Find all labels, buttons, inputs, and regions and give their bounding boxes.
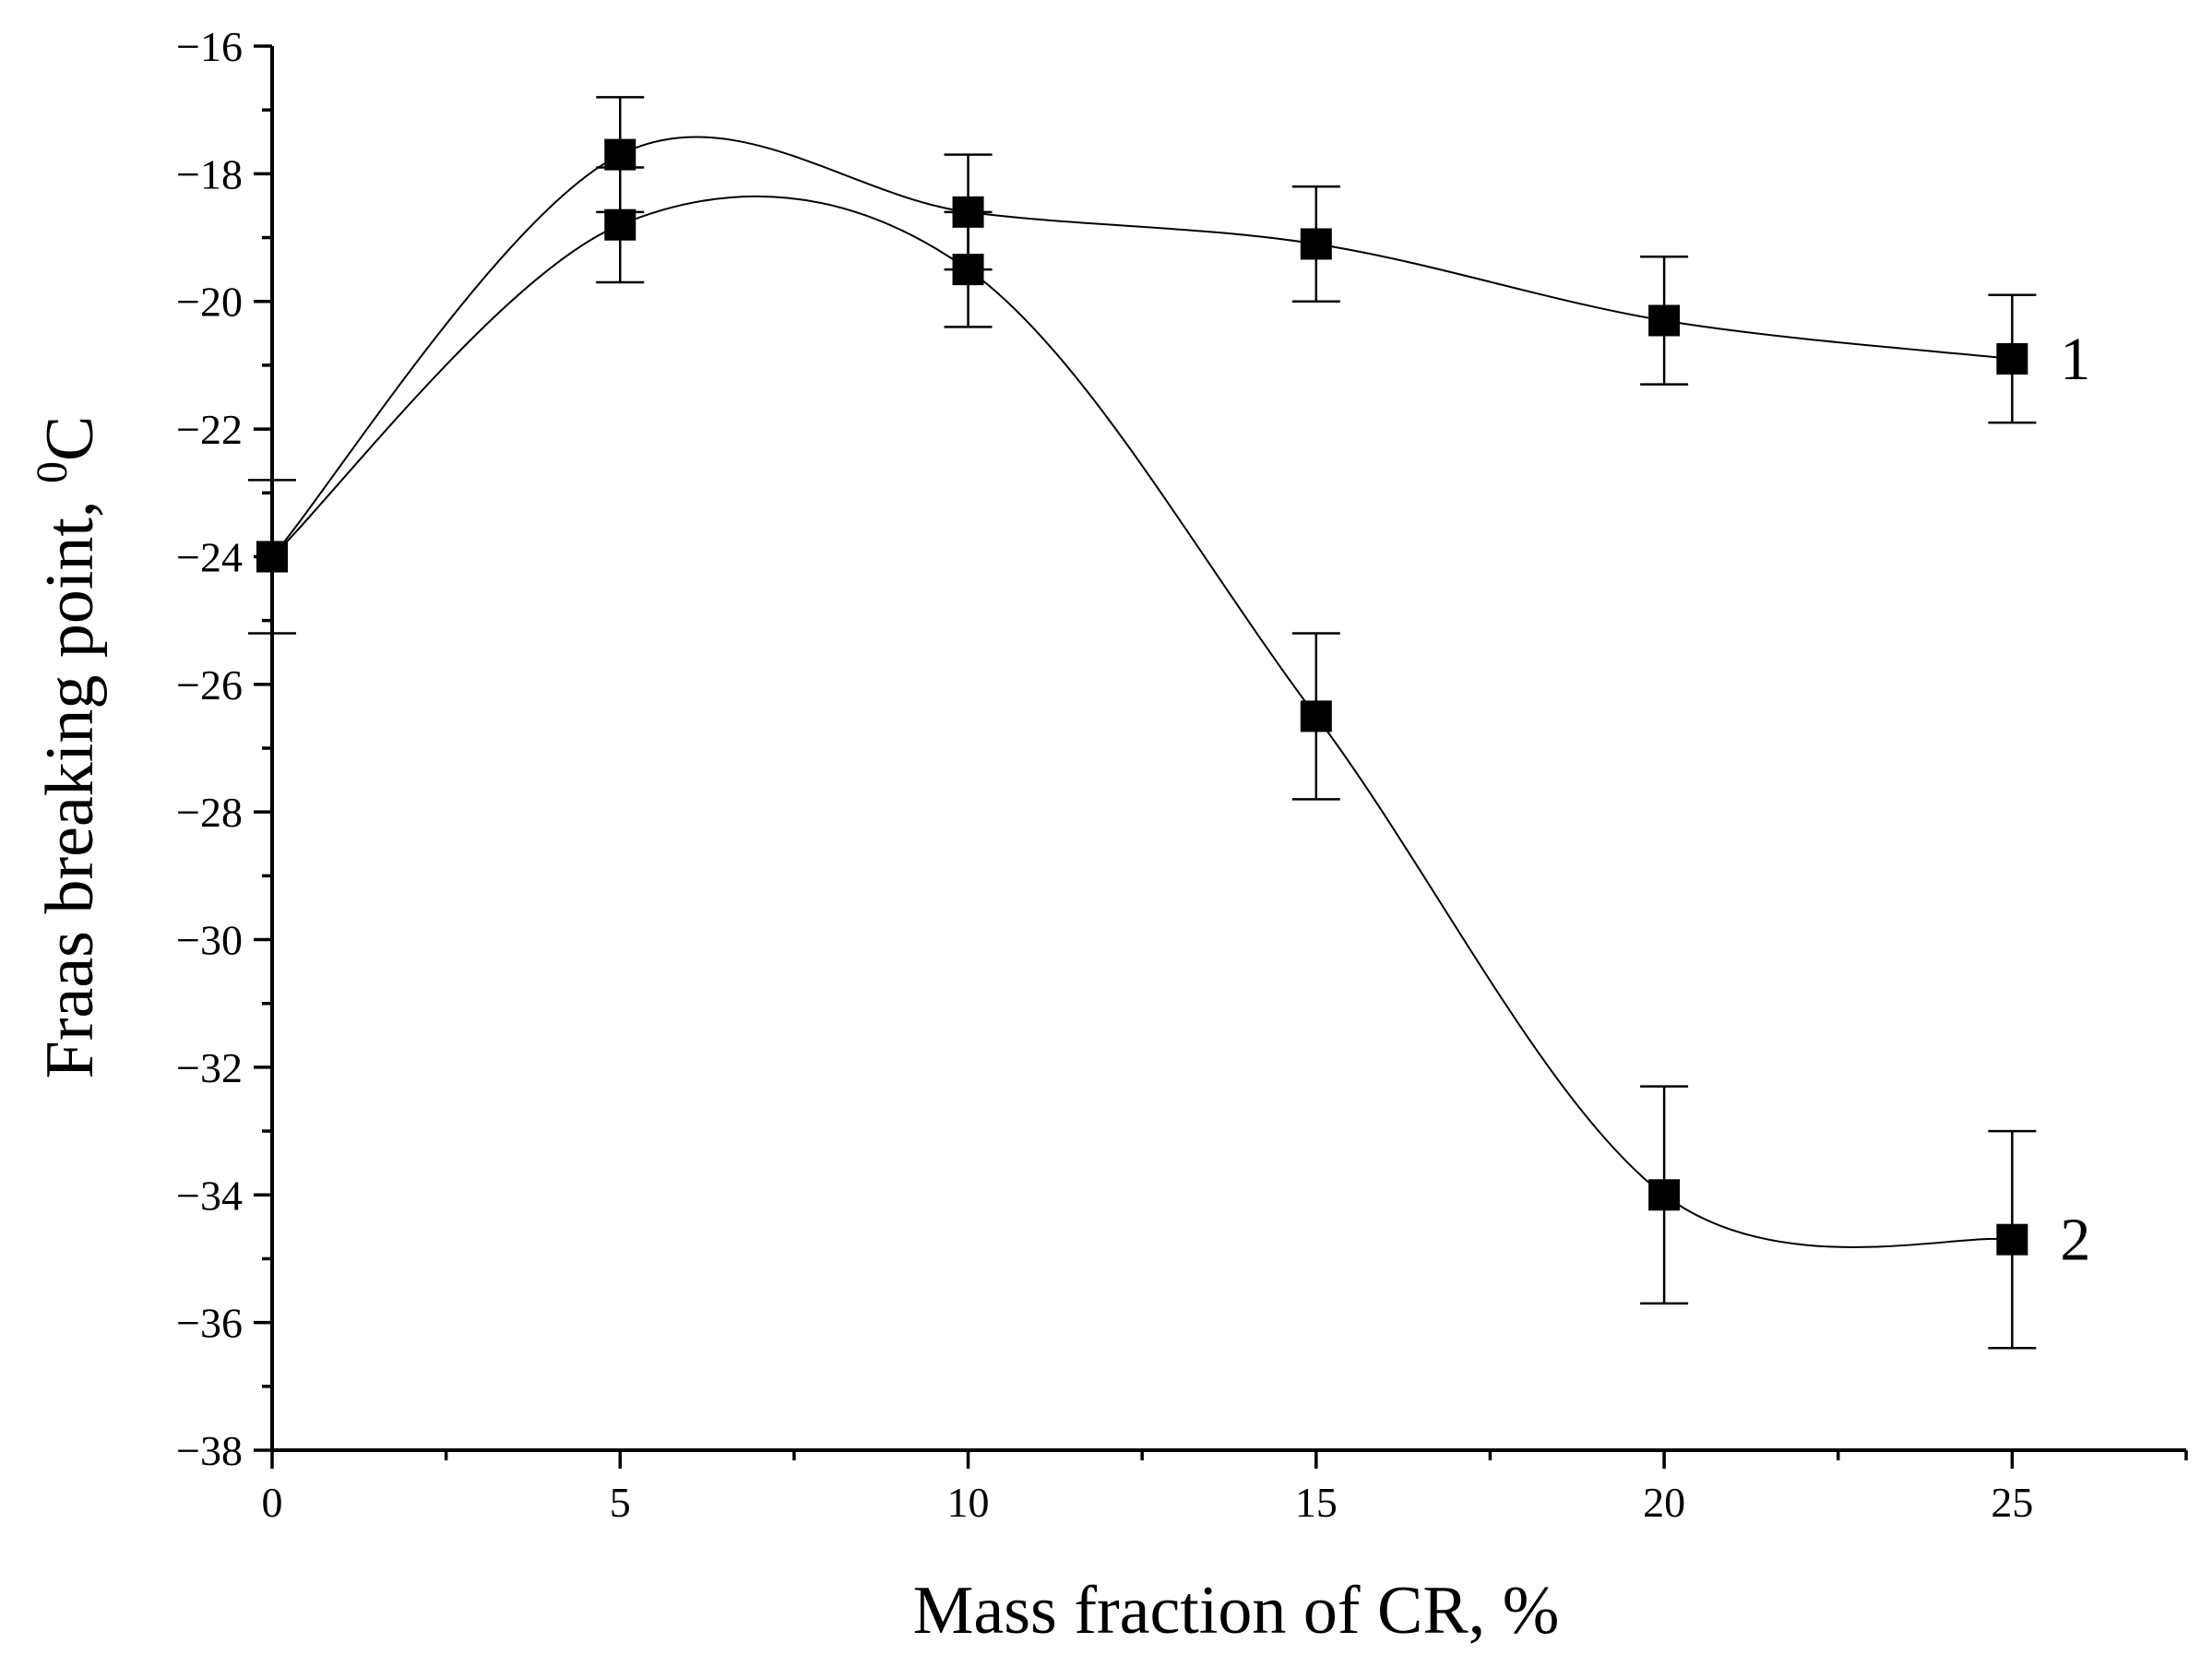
series-1-marker-15 <box>1300 228 1332 260</box>
series-2-marker-10 <box>952 254 984 286</box>
x-tick-label-5: 5 <box>610 1479 631 1526</box>
y-tick-label--30: −30 <box>176 917 243 964</box>
y-tick-label--18: −18 <box>176 150 243 197</box>
y-axis-title-unit: C <box>32 416 108 461</box>
series-1-marker-10 <box>952 196 984 228</box>
y-tick-label--28: −28 <box>176 789 243 836</box>
series-2-marker-5 <box>604 208 636 241</box>
y-tick-label--32: −32 <box>176 1044 243 1091</box>
y-tick-label--34: −34 <box>176 1172 243 1219</box>
series-2-curve <box>271 195 2013 1248</box>
series-1-marker-25 <box>1996 342 2028 375</box>
series-1-marker-20 <box>1648 304 1681 337</box>
y-tick-label--22: −22 <box>176 406 243 453</box>
x-tick-label-0: 0 <box>262 1479 283 1526</box>
x-tick-label-15: 15 <box>1295 1479 1338 1526</box>
axes <box>270 46 2186 1452</box>
y-tick-label--26: −26 <box>176 661 243 708</box>
series-1-label: 1 <box>2060 326 2090 393</box>
y-tick-label--24: −24 <box>176 533 243 580</box>
series-2-marker-25 <box>1996 1223 2028 1256</box>
series-1-curve <box>271 136 2013 558</box>
y-tick-label--36: −36 <box>176 1300 243 1347</box>
series-2-marker-0 <box>256 541 288 573</box>
series-2-marker-15 <box>1300 700 1332 732</box>
y-tick-label--20: −20 <box>176 279 243 326</box>
y-axis-title: Fraas breaking point, 0C <box>28 416 108 1079</box>
x-tick-label-10: 10 <box>947 1479 990 1526</box>
x-tick-label-20: 20 <box>1643 1479 1685 1526</box>
series-2-marker-20 <box>1648 1179 1681 1211</box>
series-1-marker-5 <box>604 138 636 171</box>
y-tick-label--38: −38 <box>176 1427 243 1474</box>
y-axis-title-text: Fraas breaking point, <box>32 483 108 1078</box>
y-axis-title-unit-superscript: 0 <box>28 461 77 483</box>
x-tick-label-25: 25 <box>1991 1479 2033 1526</box>
x-axis-title: Mass fraction of CR, % <box>913 1573 1560 1649</box>
y-tick-label--16: −16 <box>176 23 243 70</box>
series-2-label: 2 <box>2060 1207 2090 1274</box>
plot-frame-left-bottom <box>270 46 2186 1452</box>
